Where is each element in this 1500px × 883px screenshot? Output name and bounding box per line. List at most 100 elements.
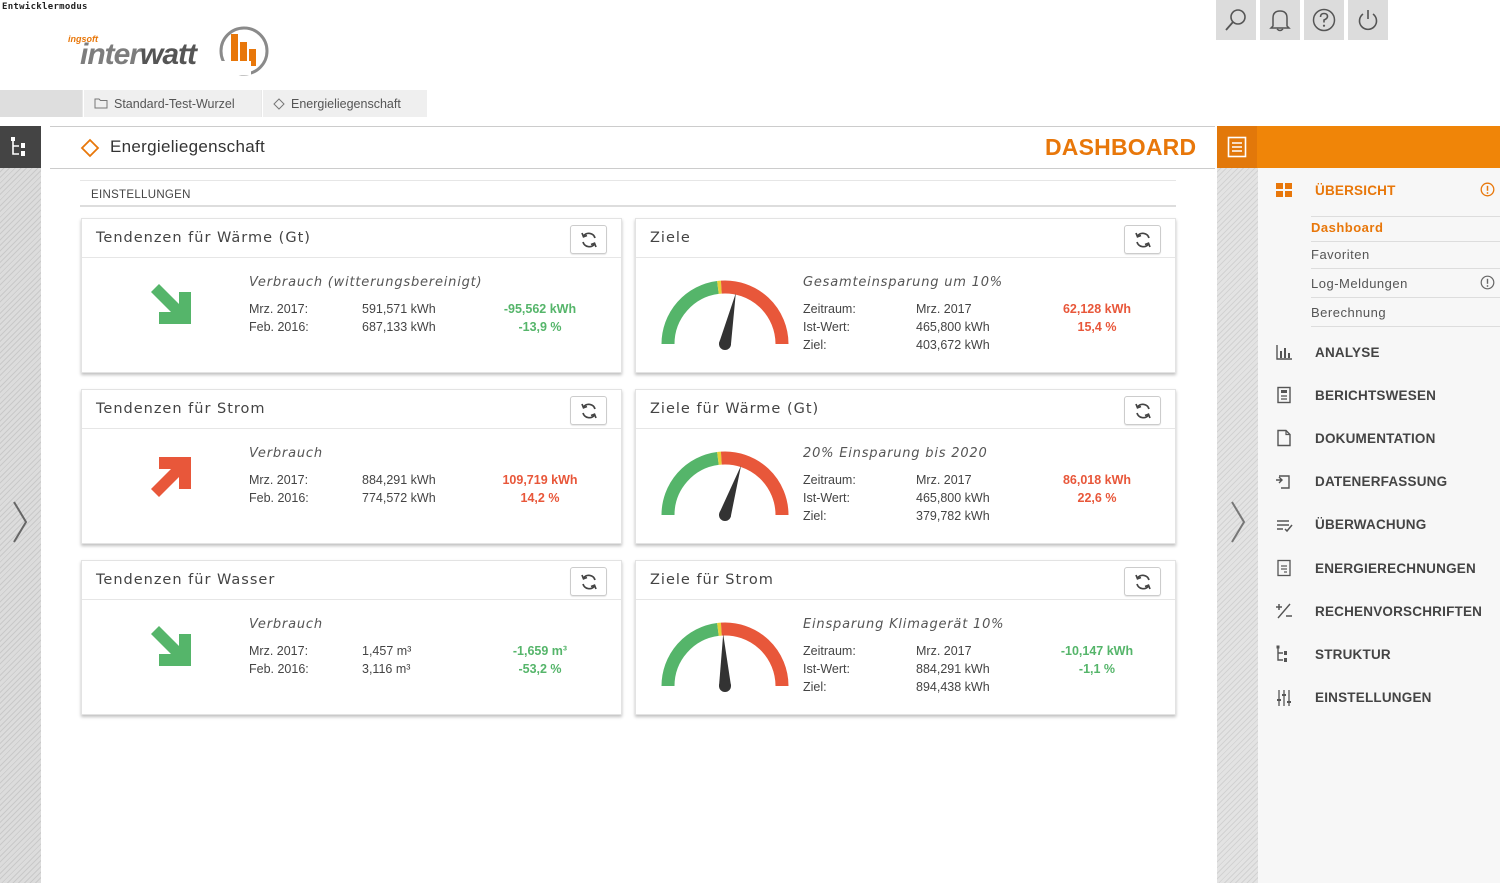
nav-item-label: EINSTELLUNGEN (1315, 690, 1432, 706)
refresh-icon (1134, 402, 1151, 419)
card-subtitle: Verbrauch (249, 617, 323, 632)
breadcrumb-label: Standard-Test-Wurzel (114, 96, 235, 111)
nav-sub-label: Berechnung (1311, 305, 1387, 320)
gauge-needle (719, 293, 736, 346)
row-label: Ist-Wert: (803, 662, 850, 676)
nav-overview[interactable]: ÜBERSICHT (1275, 181, 1396, 199)
row-value: 465,800 kWh (916, 320, 990, 334)
breadcrumb-label: Energieliegenschaft (291, 96, 401, 111)
card-title: Ziele für Strom (650, 572, 774, 588)
card-header: Tendenzen für Wasser (82, 561, 621, 600)
trend-up-arrow-icon (151, 457, 191, 497)
tree-toggle-button[interactable] (0, 126, 41, 168)
menu-toggle-button[interactable] (1217, 126, 1257, 168)
nav-sub-label: Dashboard (1311, 220, 1384, 235)
refresh-button[interactable] (570, 225, 607, 254)
row-delta: 22,6 % (1077, 491, 1117, 505)
notifications-button[interactable] (1260, 0, 1300, 40)
goal-gauge (661, 622, 789, 692)
logout-button[interactable] (1348, 0, 1388, 40)
dashboard-icon (1276, 183, 1292, 197)
folder-icon (94, 98, 108, 109)
power-icon (1358, 10, 1378, 31)
row-delta: 86,018 kWh (1062, 473, 1132, 487)
refresh-button[interactable] (570, 567, 607, 596)
search-button[interactable] (1216, 0, 1256, 40)
refresh-icon (1134, 231, 1151, 248)
nav-item-energierechnungen[interactable]: ENERGIERECHNUNGEN (1275, 559, 1476, 577)
refresh-button[interactable] (1124, 396, 1161, 425)
nav-item-einstellungen[interactable]: EINSTELLUNGEN (1275, 689, 1432, 707)
card-subtitle: Verbrauch (249, 446, 323, 461)
refresh-icon (580, 573, 597, 590)
nav-sub-dashboard[interactable]: Dashboard (1311, 216, 1500, 242)
data-entry-icon (1276, 474, 1290, 489)
breadcrumb-item-root[interactable]: Standard-Test-Wurzel (83, 90, 261, 117)
nav-item-label: ÜBERWACHUNG (1315, 517, 1427, 533)
goal-card: Ziele für Wärme (Gt) 20% Einsparung bis 2… (635, 389, 1176, 544)
row-value: 1,457 m³ (362, 644, 412, 658)
structure-icon (1276, 645, 1287, 663)
trend-card: Tendenzen für Strom Verbrauch Mrz. 2017: 88… (81, 389, 622, 544)
row-delta: 109,719 kWh (502, 473, 578, 487)
refresh-button[interactable] (1124, 225, 1161, 254)
card-title: Tendenzen für Strom (96, 401, 266, 417)
list-icon (1227, 136, 1247, 158)
trend-down-arrow-icon (151, 626, 191, 666)
settings-section[interactable]: EINSTELLUNGEN (80, 180, 1176, 207)
nav-item-berichtswesen[interactable]: BERICHTSWESEN (1275, 386, 1436, 404)
card-title: Tendenzen für Wasser (96, 572, 276, 588)
diamond-icon (273, 97, 285, 110)
row-value: Mrz. 2017 (916, 644, 972, 658)
row-delta: 15,4 % (1077, 320, 1117, 334)
gauge-hub (719, 338, 731, 350)
logo-word-a: inter (80, 38, 141, 71)
nav-item-label: DATENERFASSUNG (1315, 474, 1448, 490)
row-delta: -95,562 kWh (503, 302, 577, 316)
goal-gauge (661, 280, 789, 350)
row-label: Mrz. 2017: (249, 302, 309, 316)
row-value: 884,291 kWh (362, 473, 436, 487)
logo-word-b: watt (140, 38, 197, 71)
warning-icon (1480, 275, 1495, 290)
formula-icon (1276, 603, 1292, 619)
nav-sub-calculation[interactable]: Berechnung (1311, 302, 1500, 327)
row-value: 3,116 m³ (362, 662, 411, 676)
card-title: Ziele für Wärme (Gt) (650, 401, 820, 417)
expand-left-chevron-icon[interactable] (10, 500, 30, 544)
refresh-button[interactable] (570, 396, 607, 425)
nav-item-rechenvorschriften[interactable]: RECHENVORSCHRIFTEN (1275, 602, 1482, 620)
gauge-hub (719, 509, 731, 521)
left-rail (0, 126, 41, 883)
nav-item-datenerfassung[interactable]: DATENERFASSUNG (1275, 473, 1447, 491)
row-label: Feb. 2016: (249, 491, 309, 505)
nav-item-analyse[interactable]: ANALYSE (1275, 343, 1380, 361)
logo: ingsoft interwatt (68, 24, 278, 80)
document-icon (1277, 430, 1291, 447)
settings-label: EINSTELLUNGEN (91, 189, 191, 201)
row-value: 591,571 kWh (362, 302, 436, 316)
breadcrumb-item-property[interactable]: Energieliegenschaft (262, 90, 427, 117)
row-delta: -13,9 % (518, 320, 562, 334)
nav-overview-label: ÜBERSICHT (1315, 182, 1396, 198)
row-delta: -53,2 % (518, 662, 562, 676)
gauge-green-segment (661, 622, 719, 687)
row-label: Ist-Wert: (803, 491, 850, 505)
nav-item-überwachung[interactable]: ÜBERWACHUNG (1275, 516, 1426, 534)
gauge-needle (719, 465, 742, 517)
sliders-icon (1277, 689, 1291, 706)
nav-item-struktur[interactable]: STRUKTUR (1275, 645, 1391, 663)
expand-right-chevron-icon[interactable] (1228, 500, 1248, 544)
help-button[interactable] (1304, 0, 1344, 40)
nav-sub-favorites[interactable]: Favoriten (1311, 244, 1500, 269)
row-label: Zeitraum: (803, 644, 856, 658)
card-header: Ziele (636, 219, 1175, 258)
monitoring-icon (1277, 520, 1293, 532)
nav-item-dokumentation[interactable]: DOKUMENTATION (1275, 429, 1436, 447)
refresh-button[interactable] (1124, 567, 1161, 596)
refresh-icon (1134, 573, 1151, 590)
bell-icon (1269, 10, 1291, 32)
tree-icon (10, 137, 25, 156)
gauge-green-segment (661, 451, 719, 516)
nav-sub-log[interactable]: Log-Meldungen (1311, 273, 1500, 298)
